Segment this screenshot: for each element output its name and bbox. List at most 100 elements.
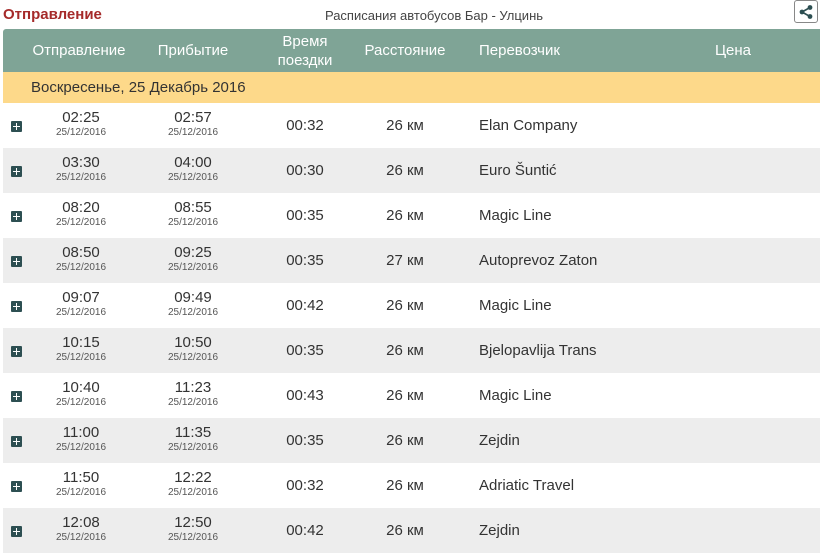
distance-cell: 26 км: [386, 117, 424, 134]
distance-cell: 26 км: [386, 162, 424, 179]
arrival-cell: 12:50 25/12/2016: [143, 514, 243, 544]
plus-square-icon[interactable]: [11, 166, 22, 177]
departure-date: 25/12/2016: [55, 307, 107, 318]
arrival-time: 11:23: [174, 379, 212, 396]
plus-square-icon[interactable]: [11, 436, 22, 447]
table-row[interactable]: 11:00 25/12/2016 11:35 25/12/2016 00:35 26 км…: [3, 418, 820, 463]
table-row[interactable]: 08:20 25/12/2016 08:55 25/12/2016 00:35 26 км…: [3, 193, 820, 238]
price-cell: [683, 238, 783, 283]
carrier-cell: Elan Company: [479, 117, 578, 134]
arrival-date: 25/12/2016: [167, 127, 219, 138]
departure-cell: 08:50 25/12/2016: [31, 244, 131, 274]
share-icon: [799, 4, 813, 19]
column-header-duration-line2: поездки: [277, 51, 333, 69]
column-header-duration[interactable]: Время поездки: [265, 29, 345, 72]
arrival-cell: 11:23 25/12/2016: [143, 379, 243, 409]
table-row[interactable]: 02:25 25/12/2016 02:57 25/12/2016 00:32 26 км…: [3, 103, 820, 148]
duration-cell: 00:35: [286, 207, 324, 224]
plus-square-icon[interactable]: [11, 256, 22, 267]
column-header-price[interactable]: Цена: [714, 42, 752, 59]
arrival-date: 25/12/2016: [167, 262, 219, 273]
duration-cell: 00:30: [286, 162, 324, 179]
distance-cell: 27 км: [386, 252, 424, 269]
table-row[interactable]: 09:07 25/12/2016 09:49 25/12/2016 00:42 26 км…: [3, 283, 820, 328]
departure-cell: 11:00 25/12/2016: [31, 424, 131, 454]
plus-square-icon[interactable]: [11, 211, 22, 222]
duration-cell: 00:35: [286, 432, 324, 449]
table-row[interactable]: 03:30 25/12/2016 04:00 25/12/2016 00:30 26 км…: [3, 148, 820, 193]
departure-time: 11:00: [62, 424, 100, 441]
page-subtitle: Расписания автобусов Бар - Улцинь: [324, 8, 544, 23]
arrival-date: 25/12/2016: [167, 352, 219, 363]
arrival-date: 25/12/2016: [167, 217, 219, 228]
price-cell: [683, 508, 783, 553]
table-row[interactable]: 10:40 25/12/2016 11:23 25/12/2016 00:43 26 км…: [3, 373, 820, 418]
arrival-time: 02:57: [174, 109, 212, 126]
price-cell: [683, 418, 783, 463]
departure-date: 25/12/2016: [55, 532, 107, 543]
departure-date: 25/12/2016: [55, 487, 107, 498]
schedule-table: Отправление Прибытие Время поездки Расст…: [3, 29, 820, 553]
table-row[interactable]: 11:50 25/12/2016 12:22 25/12/2016 00:32 26 км…: [3, 463, 820, 508]
price-cell: [683, 283, 783, 328]
plus-square-icon[interactable]: [11, 301, 22, 312]
price-cell: [683, 148, 783, 193]
arrival-cell: 08:55 25/12/2016: [143, 199, 243, 229]
share-button[interactable]: [794, 0, 818, 23]
table-row[interactable]: 10:15 25/12/2016 10:50 25/12/2016 00:35 26 км…: [3, 328, 820, 373]
duration-cell: 00:43: [286, 387, 324, 404]
plus-square-icon[interactable]: [11, 526, 22, 537]
arrival-cell: 10:50 25/12/2016: [143, 334, 243, 364]
top-bar: Отправление Расписания автобусов Бар - У…: [0, 0, 820, 29]
column-header-duration-line1: Время: [282, 32, 328, 50]
column-header-departure[interactable]: Отправление: [32, 42, 126, 59]
departure-time: 11:50: [62, 469, 100, 486]
departure-time: 08:20: [62, 199, 100, 216]
distance-cell: 26 км: [386, 477, 424, 494]
arrival-date: 25/12/2016: [167, 442, 219, 453]
table-body: 02:25 25/12/2016 02:57 25/12/2016 00:32 26 км…: [3, 103, 820, 553]
carrier-cell: Magic Line: [479, 387, 552, 404]
column-header-distance[interactable]: Расстояние: [364, 42, 446, 59]
carrier-cell: Magic Line: [479, 207, 552, 224]
carrier-cell: Zejdin: [479, 432, 520, 449]
departure-time: 12:08: [62, 514, 100, 531]
departure-cell: 12:08 25/12/2016: [31, 514, 131, 544]
carrier-cell: Euro Šuntić: [479, 162, 557, 179]
departure-time: 10:15: [62, 334, 100, 351]
duration-cell: 00:32: [286, 477, 324, 494]
duration-cell: 00:42: [286, 522, 324, 539]
duration-cell: 00:35: [286, 252, 324, 269]
duration-cell: 00:32: [286, 117, 324, 134]
carrier-cell: Adriatic Travel: [479, 477, 575, 494]
table-row[interactable]: 12:08 25/12/2016 12:50 25/12/2016 00:42 26 км…: [3, 508, 820, 553]
arrival-cell: 12:22 25/12/2016: [143, 469, 243, 499]
price-cell: [683, 373, 783, 418]
departure-date: 25/12/2016: [55, 172, 107, 183]
plus-square-icon[interactable]: [11, 481, 22, 492]
departure-cell: 10:15 25/12/2016: [31, 334, 131, 364]
departure-time: 03:30: [62, 154, 100, 171]
arrival-date: 25/12/2016: [167, 307, 219, 318]
price-cell: [683, 103, 783, 148]
table-row[interactable]: 08:50 25/12/2016 09:25 25/12/2016 00:35 27 км…: [3, 238, 820, 283]
plus-square-icon[interactable]: [11, 121, 22, 132]
departure-date: 25/12/2016: [55, 217, 107, 228]
departure-date: 25/12/2016: [55, 442, 107, 453]
departure-time: 09:07: [62, 289, 100, 306]
arrival-cell: 04:00 25/12/2016: [143, 154, 243, 184]
carrier-cell: Bjelopavlija Trans: [479, 342, 597, 359]
column-header-arrival[interactable]: Прибытие: [157, 42, 229, 59]
departure-cell: 08:20 25/12/2016: [31, 199, 131, 229]
arrival-date: 25/12/2016: [167, 397, 219, 408]
arrival-time: 11:35: [174, 424, 212, 441]
distance-cell: 26 км: [386, 522, 424, 539]
arrival-time: 09:25: [174, 244, 212, 261]
arrival-cell: 02:57 25/12/2016: [143, 109, 243, 139]
plus-square-icon[interactable]: [11, 391, 22, 402]
price-cell: [683, 193, 783, 238]
departure-date: 25/12/2016: [55, 397, 107, 408]
plus-square-icon[interactable]: [11, 346, 22, 357]
arrival-cell: 11:35 25/12/2016: [143, 424, 243, 454]
column-header-carrier[interactable]: Перевозчик: [479, 42, 560, 59]
